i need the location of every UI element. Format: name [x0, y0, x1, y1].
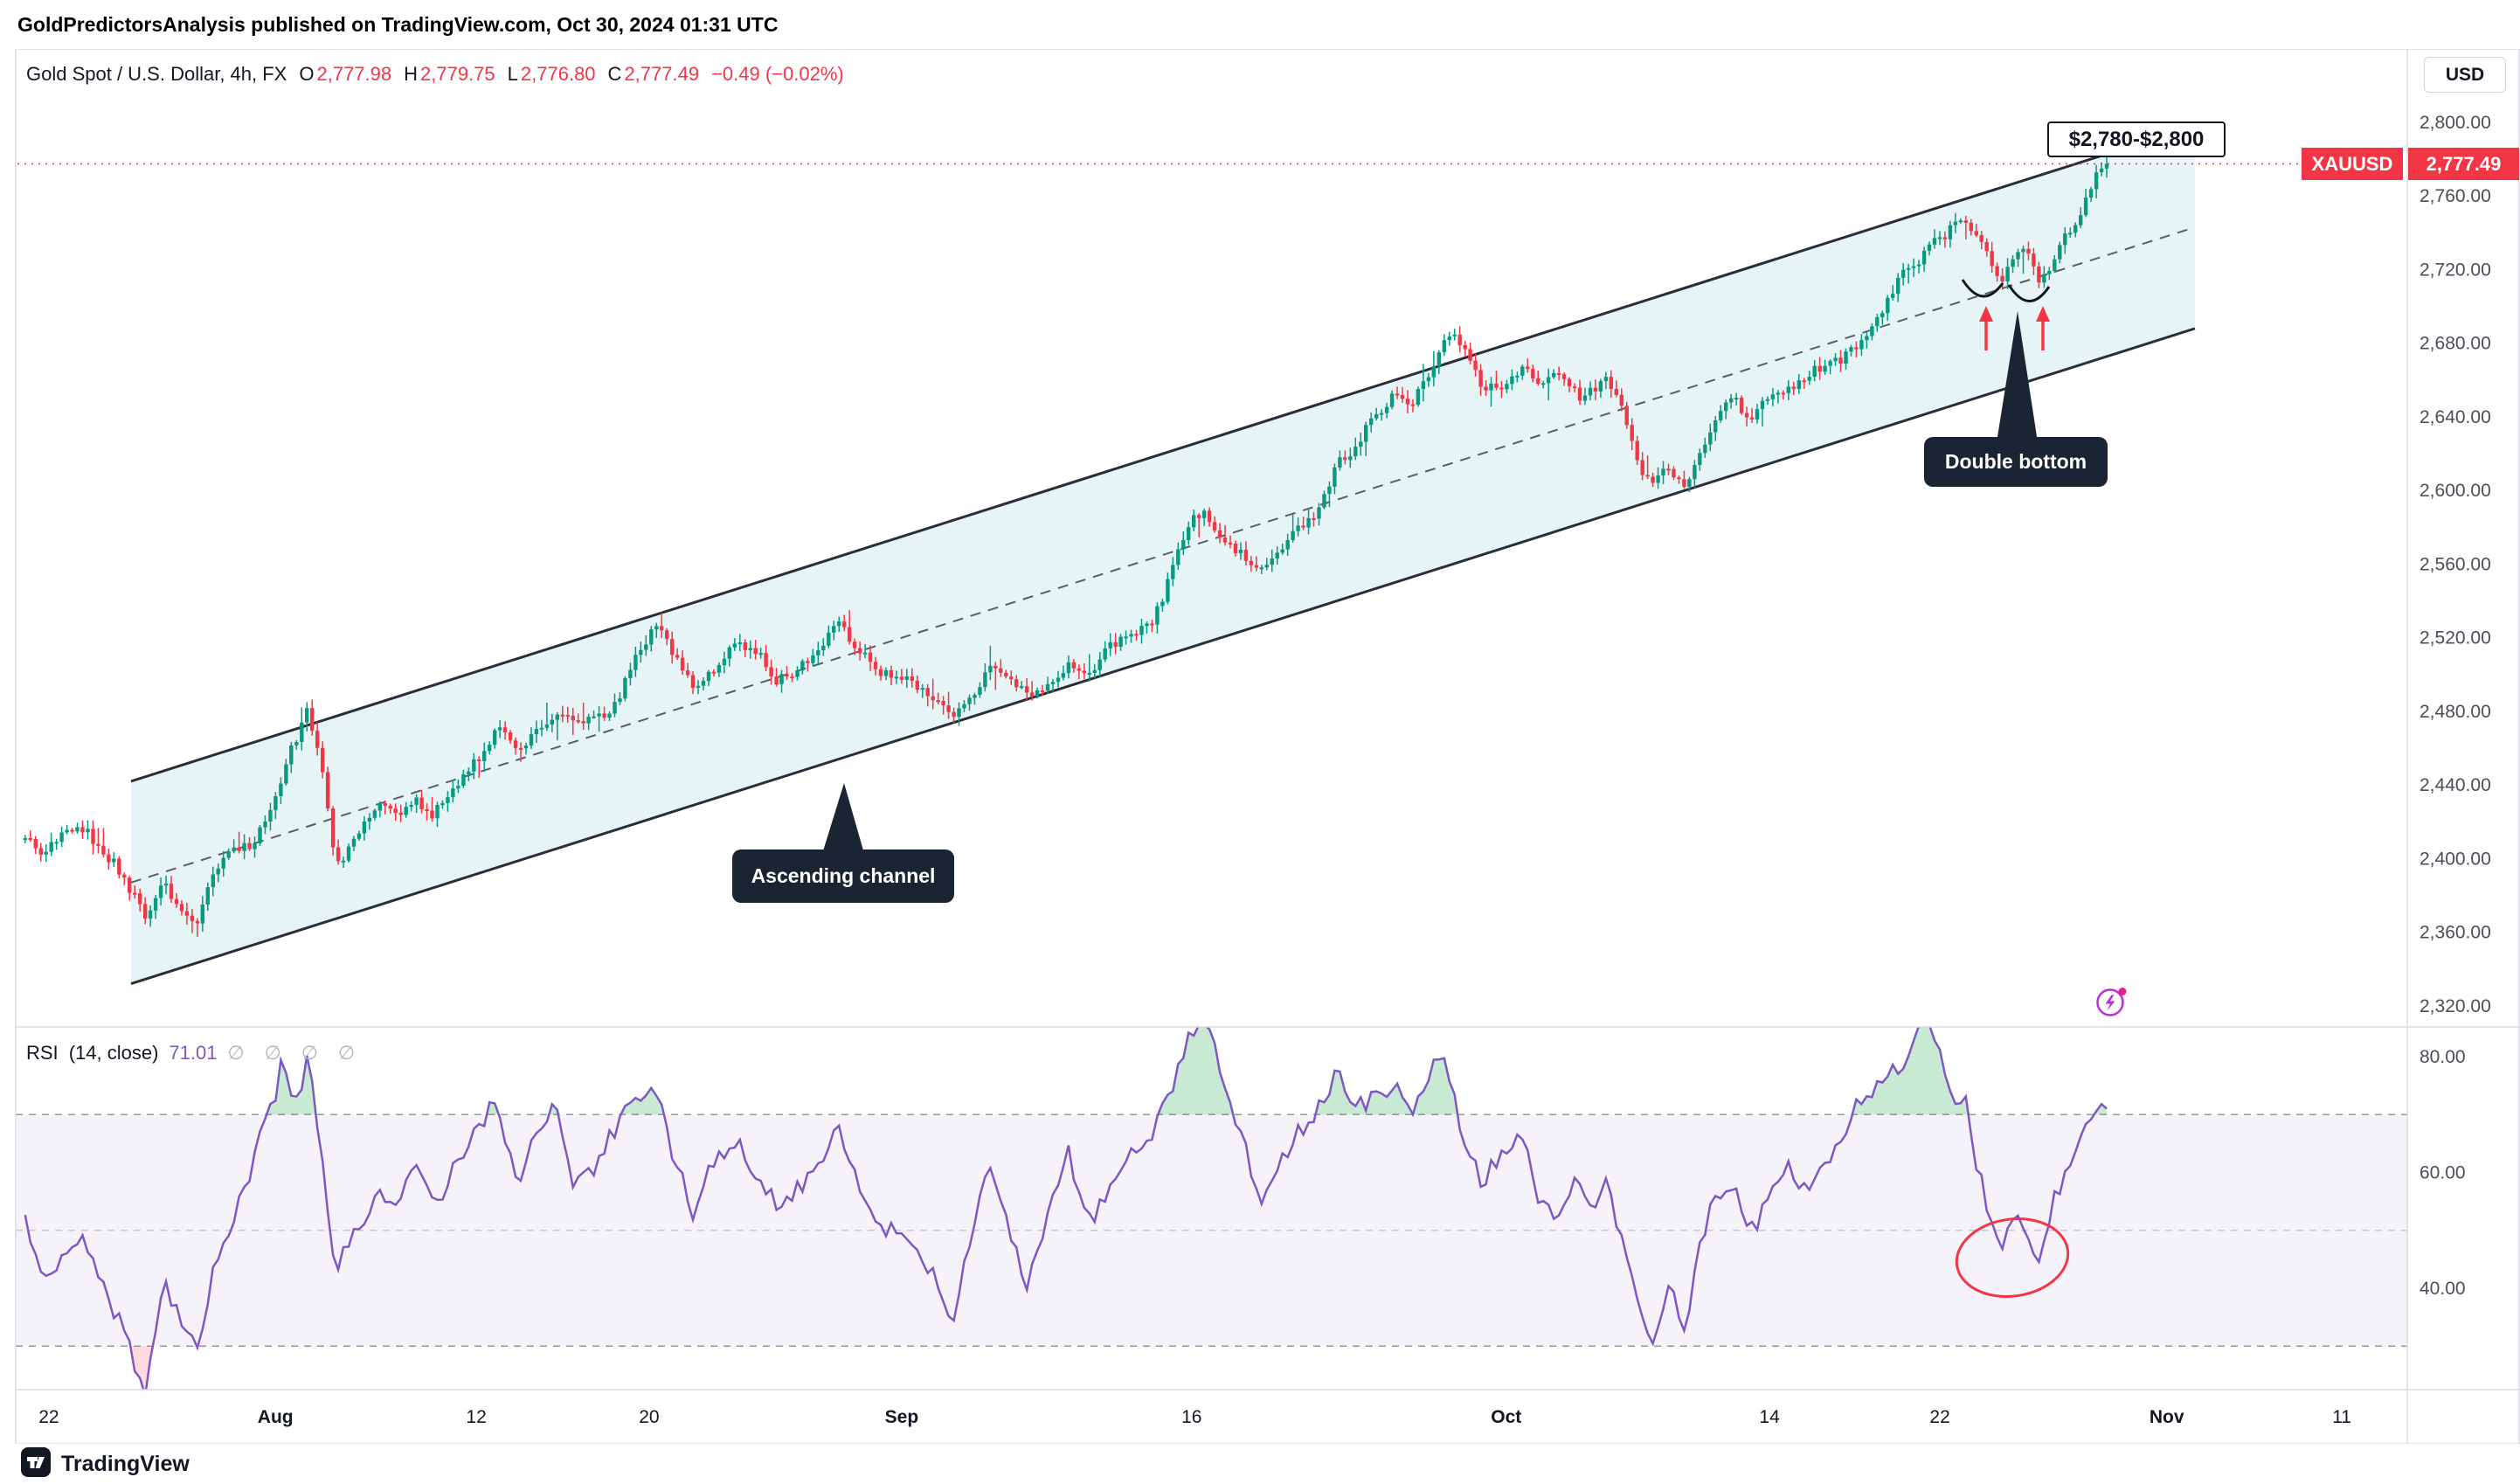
rsi-indicator-name[interactable]: RSI — [26, 1042, 59, 1064]
double-bottom-pointer — [1997, 311, 2038, 442]
rsi-pane — [16, 1027, 2407, 1390]
main-pane — [17, 124, 2407, 986]
ohlc-key: H — [404, 63, 419, 85]
svg-text:2,680.00: 2,680.00 — [2420, 334, 2491, 354]
svg-text:2,600.00: 2,600.00 — [2420, 481, 2491, 501]
symbol-price-tag: XAUUSD — [2302, 148, 2403, 180]
ohlc-low: L 2,776.80 — [508, 63, 596, 86]
svg-text:22: 22 — [38, 1407, 59, 1427]
ohlc-value: 2,776.80 — [520, 63, 596, 85]
ohlc-open: O 2,777.98 — [299, 63, 391, 86]
svg-text:2,400.00: 2,400.00 — [2420, 849, 2491, 869]
svg-text:40.00: 40.00 — [2420, 1279, 2466, 1299]
double-bottom-arc — [1961, 279, 2004, 298]
svg-text:2,760.00: 2,760.00 — [2420, 186, 2491, 206]
price-change: −0.49 (−0.02%) — [711, 63, 844, 85]
svg-text:2,720.00: 2,720.00 — [2420, 260, 2491, 281]
rsi-params: (14, close) — [68, 1042, 159, 1064]
price-axis-labels: 2,800.00 2,760.00 2,720.00 2,680.00 2,640.00… — [2420, 113, 2491, 1299]
ohlc-key: O — [299, 63, 315, 85]
annotations-layer — [821, 279, 2051, 856]
svg-text:22: 22 — [1929, 1407, 1949, 1427]
last-price-tag: 2,777.49 — [2408, 148, 2519, 180]
currency-button[interactable]: USD — [2424, 57, 2506, 93]
double-bottom-arc — [2007, 284, 2051, 302]
svg-text:2,480.00: 2,480.00 — [2420, 702, 2491, 722]
svg-text:2,640.00: 2,640.00 — [2420, 407, 2491, 427]
attribution-text: GoldPredictorsAnalysis published on Trad… — [17, 12, 779, 36]
rsi-line — [24, 1027, 2108, 1390]
channel-lower-line — [130, 327, 2196, 986]
footer: TradingView — [0, 1444, 2520, 1484]
svg-text:80.00: 80.00 — [2420, 1047, 2466, 1067]
symbol-title[interactable]: Gold Spot / U.S. Dollar, 4h, FX — [26, 63, 287, 85]
svg-text:60.00: 60.00 — [2420, 1163, 2466, 1183]
ohlc-high: H 2,779.75 — [404, 63, 495, 86]
ascending-channel-callout[interactable]: Ascending channel — [732, 849, 954, 903]
time-axis-labels: 22 Aug 12 20 Sep 16 Oct 14 22 Nov 11 — [38, 1407, 2351, 1427]
reaction-lightning-icon[interactable] — [2094, 984, 2129, 1019]
svg-text:2,520.00: 2,520.00 — [2420, 628, 2491, 648]
ohlc-key: L — [507, 63, 518, 85]
tradingview-logo-icon[interactable] — [21, 1446, 51, 1481]
svg-text:Nov: Nov — [2150, 1407, 2184, 1427]
svg-text:2,360.00: 2,360.00 — [2420, 923, 2491, 943]
ohlc-value: 2,777.98 — [316, 63, 392, 85]
ohlc-close: C 2,777.49 — [608, 63, 700, 86]
rsi-highlight-ellipse — [1955, 1217, 2070, 1298]
svg-text:2,800.00: 2,800.00 — [2420, 113, 2491, 133]
svg-text:2,320.00: 2,320.00 — [2420, 996, 2491, 1016]
svg-text:11: 11 — [2332, 1407, 2351, 1427]
svg-text:Oct: Oct — [1491, 1407, 1521, 1427]
price-target-label[interactable]: $2,780-$2,800 — [2047, 121, 2226, 157]
rsi-value: 71.01 — [169, 1042, 218, 1064]
attribution-bar: GoldPredictorsAnalysis published on Trad… — [0, 0, 2520, 49]
svg-text:12: 12 — [466, 1407, 486, 1427]
brand-name[interactable]: TradingView — [61, 1451, 190, 1476]
svg-text:Aug: Aug — [258, 1407, 294, 1427]
ohlc-value: 2,779.75 — [420, 63, 495, 85]
svg-text:Sep: Sep — [885, 1407, 919, 1427]
svg-text:14: 14 — [1759, 1407, 1780, 1427]
svg-text:16: 16 — [1181, 1407, 1201, 1427]
ohlc-key: C — [607, 63, 622, 85]
rsi-legend: RSI (14, close) 71.01 ∅ ∅ ∅ ∅ — [26, 1042, 362, 1064]
svg-text:2,440.00: 2,440.00 — [2420, 775, 2491, 795]
ascending-channel-pointer — [821, 783, 865, 856]
symbol-legend: Gold Spot / U.S. Dollar, 4h, FX O 2,777.9… — [26, 63, 844, 86]
svg-text:20: 20 — [639, 1407, 659, 1427]
ohlc-value: 2,777.49 — [624, 63, 700, 85]
double-bottom-callout[interactable]: Double bottom — [1924, 437, 2108, 487]
channel-upper-line — [130, 124, 2196, 783]
candles-layer — [23, 156, 2109, 937]
channel-mid-line — [130, 226, 2196, 884]
rsi-hidden-values: ∅ ∅ ∅ ∅ — [227, 1043, 363, 1064]
svg-text:2,560.00: 2,560.00 — [2420, 554, 2491, 574]
